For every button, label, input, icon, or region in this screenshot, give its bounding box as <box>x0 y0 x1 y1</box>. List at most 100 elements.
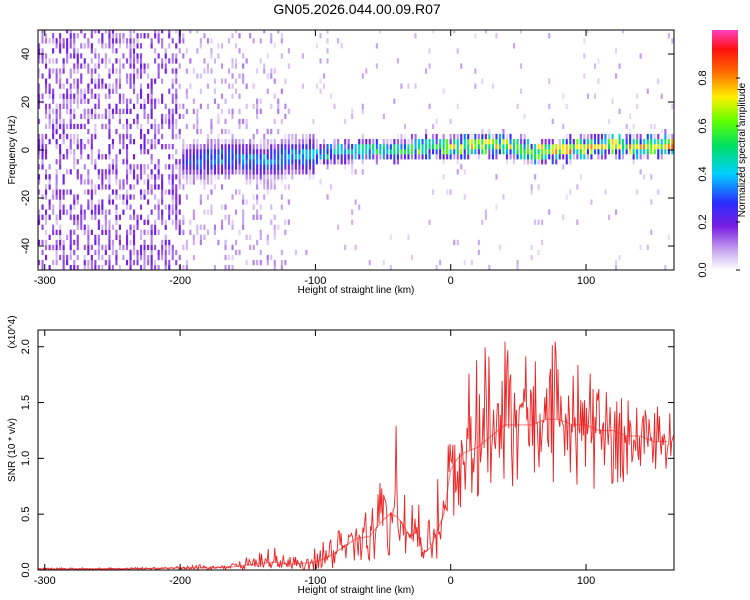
heatmap-cell <box>73 219 76 225</box>
heatmap-cell <box>270 103 273 109</box>
heatmap-cell <box>537 184 540 190</box>
heatmap-cell <box>182 159 185 165</box>
heatmap-cell <box>143 259 146 266</box>
heatmap-cell <box>97 38 100 44</box>
heatmap-cell <box>453 30 456 34</box>
heatmap-cell <box>83 93 86 99</box>
heatmap-cell <box>347 144 350 150</box>
heatmap-cell <box>270 164 273 170</box>
heatmap-cell <box>407 154 410 160</box>
heatmap-cell <box>551 149 554 155</box>
heatmap-cell <box>192 154 195 160</box>
heatmap-cell <box>235 164 238 170</box>
heatmap-cell <box>94 184 97 190</box>
heatmap-cell <box>94 48 97 54</box>
heatmap-cell <box>55 38 58 44</box>
heatmap-cell <box>150 229 153 235</box>
heatmap-cell <box>154 174 157 180</box>
heatmap-cell <box>178 133 181 140</box>
heatmap-cell <box>400 139 403 145</box>
heatmap-cell <box>558 144 561 150</box>
heatmap-cell <box>104 108 107 114</box>
heatmap-cell <box>252 194 255 200</box>
heatmap-cell <box>136 68 139 74</box>
heatmap-cell <box>38 239 41 246</box>
heatmap-cell <box>101 43 104 49</box>
heatmap-cell <box>90 254 93 261</box>
heatmap-cell <box>351 113 354 120</box>
heatmap-cell <box>600 144 603 150</box>
heatmap-cell <box>161 123 164 130</box>
heatmap-cell <box>586 93 589 99</box>
y-tick-label: 2.0 <box>20 339 32 354</box>
heatmap-cell <box>266 239 269 246</box>
heatmap-cell <box>249 159 252 165</box>
heatmap-cell <box>80 144 83 150</box>
heatmap-cell <box>291 174 294 180</box>
heatmap-cell <box>59 194 62 200</box>
heatmap-cell <box>273 144 276 150</box>
heatmap-cell <box>629 139 632 145</box>
heatmap-cell <box>126 169 129 175</box>
y-tick-label: 1.5 <box>20 395 32 410</box>
heatmap-cell <box>217 53 220 59</box>
heatmap-cell <box>593 133 596 140</box>
heatmap-cell <box>175 133 178 140</box>
heatmap-cell <box>263 149 266 155</box>
heatmap-cell <box>389 265 392 270</box>
heatmap-cell <box>245 179 248 185</box>
heatmap-cell <box>389 139 392 145</box>
heatmap-cell <box>175 204 178 210</box>
heatmap-cell <box>129 254 132 261</box>
heatmap-cell <box>59 254 62 261</box>
heatmap-cell <box>199 174 202 180</box>
heatmap-cell <box>189 149 192 155</box>
heatmap-cell <box>73 194 76 200</box>
heatmap-cell <box>231 113 234 120</box>
heatmap-cell <box>73 113 76 120</box>
heatmap-cell <box>294 159 297 165</box>
heatmap-cell <box>133 209 136 215</box>
heatmap-cell <box>133 169 136 175</box>
heatmap-cell <box>182 53 185 59</box>
heatmap-cell <box>41 53 44 59</box>
heatmap-cell <box>600 133 603 140</box>
heatmap-cell <box>326 38 329 44</box>
heatmap-cell <box>118 244 121 251</box>
heatmap-cell <box>439 259 442 266</box>
heatmap-cell <box>213 154 216 160</box>
heatmap-cell <box>270 169 273 175</box>
heatmap-cell <box>235 144 238 150</box>
heatmap-cell <box>136 98 139 104</box>
heatmap-cell <box>55 259 58 266</box>
heatmap-cell <box>97 265 100 270</box>
heatmap-cell <box>238 149 241 155</box>
heatmap-cell <box>368 154 371 160</box>
heatmap-cell <box>104 249 107 256</box>
heatmap-cell <box>59 73 62 79</box>
heatmap-cell <box>600 139 603 145</box>
heatmap-cell <box>326 194 329 200</box>
heatmap-cell <box>192 179 195 185</box>
heatmap-cell <box>210 128 213 135</box>
heatmap-cell <box>270 149 273 155</box>
heatmap-cell <box>189 58 192 64</box>
heatmap-cell <box>59 118 62 125</box>
heatmap-cell <box>259 38 262 44</box>
snr-y-multiplier: (x10^4) <box>7 315 18 348</box>
heatmap-cell <box>231 144 234 150</box>
heatmap-cell <box>115 83 118 89</box>
heatmap-cell <box>115 234 118 240</box>
heatmap-cell <box>185 48 188 54</box>
heatmap-cell <box>410 154 413 160</box>
heatmap-cell <box>97 30 100 34</box>
heatmap-cell <box>118 234 121 240</box>
heatmap-cell <box>537 144 540 150</box>
heatmap-cell <box>210 68 213 74</box>
heatmap-cell <box>224 174 227 180</box>
heatmap-cell <box>228 254 231 261</box>
heatmap-cell <box>168 30 171 34</box>
heatmap-cell <box>140 103 143 109</box>
heatmap-cell <box>428 149 431 155</box>
heatmap-cell <box>168 164 171 170</box>
